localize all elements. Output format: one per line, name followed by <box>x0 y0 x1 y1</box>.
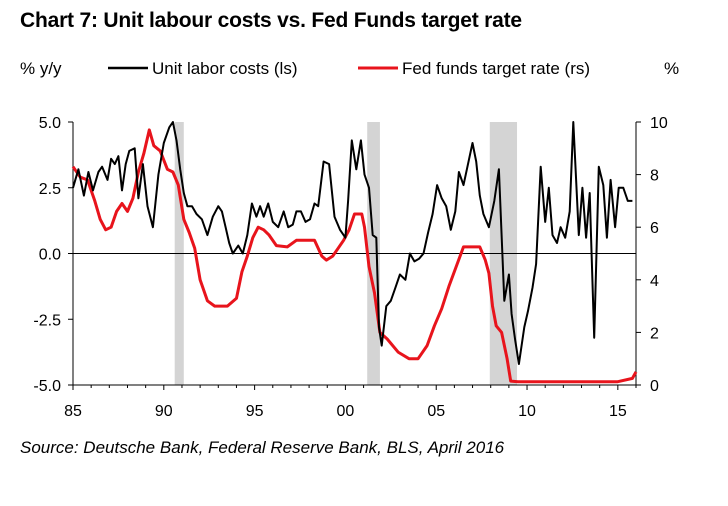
right-tick-label: 0 <box>650 378 659 395</box>
series-layer <box>71 121 638 384</box>
left-axis-label: % y/y <box>20 59 62 78</box>
chart-title: Chart 7: Unit labour costs vs. Fed Funds… <box>20 9 522 32</box>
series-line-unit-labor-costs <box>72 121 633 365</box>
left-tick-label: -2.5 <box>33 312 61 329</box>
right-tick-label: 4 <box>650 273 659 290</box>
x-tick-label: 05 <box>427 403 445 420</box>
left-tick-label: -5.0 <box>33 378 61 395</box>
right-axis-label: % <box>664 59 679 78</box>
legend-label-ulc: Unit labor costs (ls) <box>152 59 297 78</box>
series-line-fed-funds <box>71 128 638 384</box>
x-tick-label: 00 <box>337 403 355 420</box>
right-tick-label: 10 <box>650 115 668 132</box>
left-tick-label: 2.5 <box>39 181 61 198</box>
x-tick-label: 85 <box>64 403 82 420</box>
legend-label-fed: Fed funds target rate (rs) <box>402 59 590 78</box>
x-tick-label: 95 <box>246 403 264 420</box>
x-tick-label: 90 <box>155 403 173 420</box>
x-tick-label: 15 <box>609 403 627 420</box>
right-tick-label: 8 <box>650 168 659 185</box>
axes: 5.0 2.5 0.0 -2.5 -5.0 10 8 6 4 2 0 85 90 95 00 05 10 15 <box>33 115 667 420</box>
x-tick-label: 10 <box>518 403 536 420</box>
left-tick-label: 0.0 <box>39 247 61 264</box>
right-tick-label: 6 <box>650 220 659 237</box>
source-note: Source: Deutsche Bank, Federal Reserve B… <box>20 438 505 457</box>
right-tick-label: 2 <box>650 325 659 342</box>
left-tick-label: 5.0 <box>39 115 61 132</box>
legend: % y/y Unit labor costs (ls) Fed funds ta… <box>20 59 679 78</box>
